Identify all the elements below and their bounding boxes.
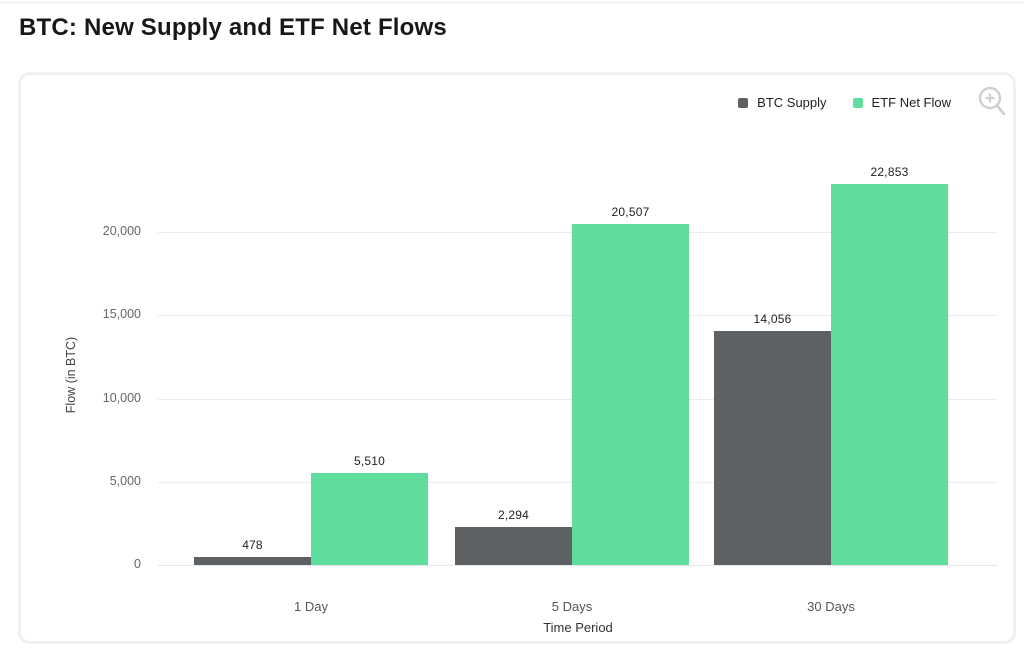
x-category-label: 5 Days	[551, 599, 593, 614]
bar-value-btc-supply-1-day: 478	[242, 538, 263, 552]
y-tick-label: 15,000	[102, 307, 141, 321]
bar-value-etf-net-flow-30-days: 22,853	[870, 165, 909, 179]
legend-item-etf-net-flow[interactable]: ETF Net Flow	[852, 95, 951, 110]
x-axis-title: Time Period	[543, 620, 613, 635]
y-tick-label: 10,000	[102, 391, 141, 405]
magnifier-plus-icon	[978, 86, 1006, 116]
legend-label: ETF Net Flow	[871, 95, 951, 110]
bar-btc-supply-1-day[interactable]	[194, 557, 311, 565]
y-tick-label: 20,000	[102, 224, 141, 238]
bar-value-etf-net-flow-1-day: 5,510	[353, 454, 386, 468]
bar-value-btc-supply-30-days: 14,056	[753, 312, 792, 326]
page-title: BTC: New Supply and ETF Net Flows	[19, 14, 447, 41]
zoom-in-button[interactable]	[975, 85, 1009, 123]
bar-value-btc-supply-5-days: 2,294	[497, 508, 530, 522]
y-tick-label: 0	[134, 557, 141, 571]
chart-plot: 0 5,000 10,000 15,000 20,000 478 2,294 14,056 5,…	[21, 75, 1013, 641]
x-category-label: 1 Day	[294, 599, 328, 614]
bar-etf-net-flow-5-days[interactable]	[572, 224, 689, 565]
legend-label: BTC Supply	[757, 95, 827, 110]
bar-btc-supply-5-days[interactable]	[455, 527, 572, 565]
top-divider	[0, 2, 1024, 3]
y-axis-title: Flow (in BTC)	[64, 336, 78, 414]
legend-item-btc-supply[interactable]: BTC Supply	[738, 95, 827, 110]
y-tick-label: 5,000	[109, 474, 141, 488]
chart-legend: BTC Supply ETF Net Flow	[738, 95, 951, 110]
x-axis-baseline	[158, 565, 998, 566]
bar-btc-supply-30-days[interactable]	[714, 331, 831, 565]
etf-net-flow-swatch-icon	[852, 97, 863, 108]
bar-etf-net-flow-1-day[interactable]	[311, 473, 428, 565]
chart-card: BTC Supply ETF Net Flow 0 5,000 10,000 15,0…	[18, 72, 1016, 644]
btc-supply-swatch-icon	[738, 97, 749, 108]
bar-value-etf-net-flow-5-days: 20,507	[611, 205, 650, 219]
x-category-label: 30 Days	[807, 599, 855, 614]
bar-etf-net-flow-30-days[interactable]	[831, 184, 948, 565]
